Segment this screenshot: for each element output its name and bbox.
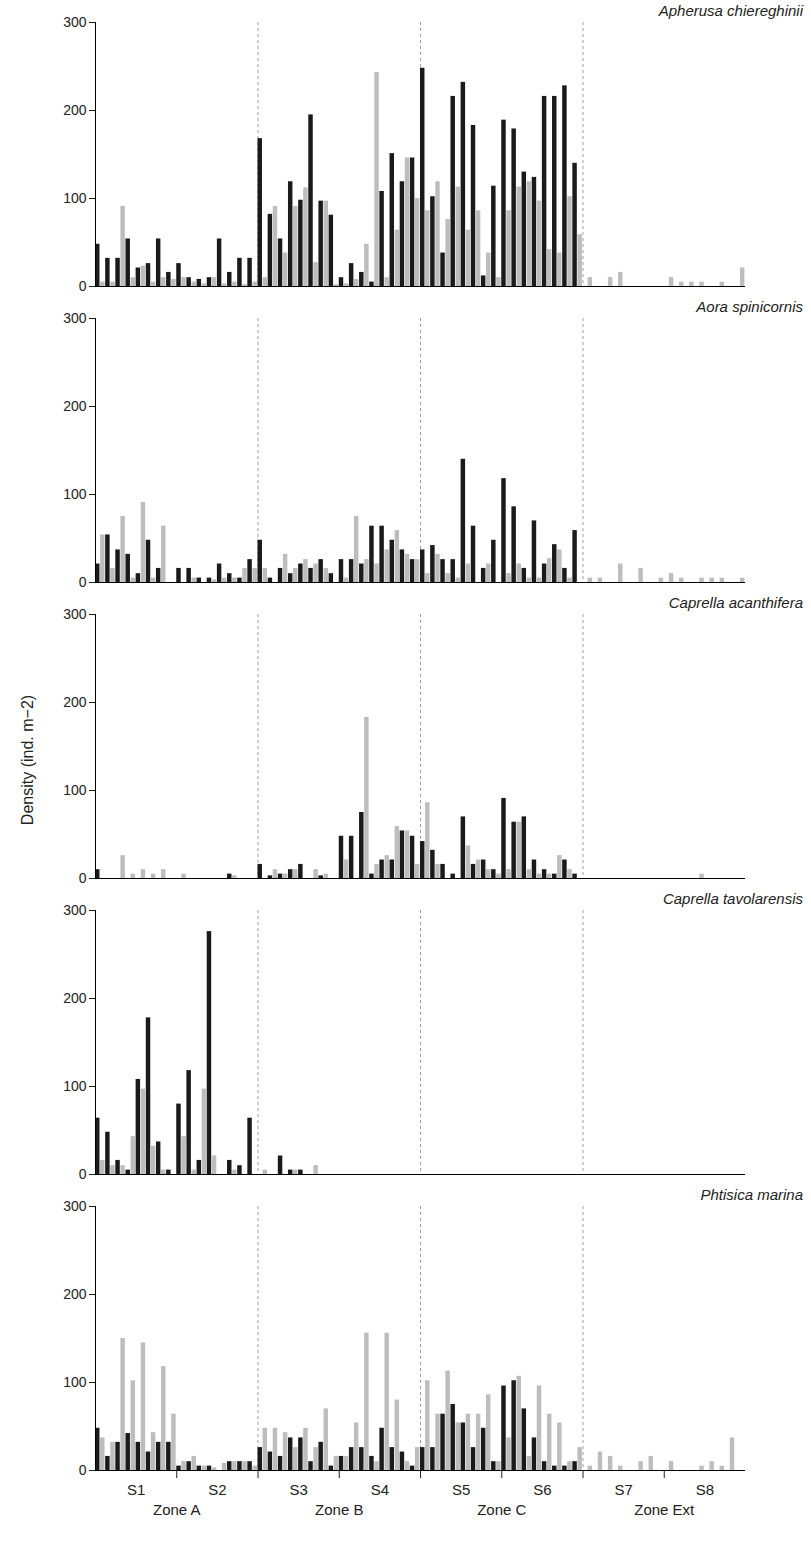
svg-text:200: 200 [63, 694, 87, 710]
svg-text:S8: S8 [696, 1481, 714, 1498]
svg-text:Zone B: Zone B [315, 1501, 363, 1518]
svg-text:100: 100 [63, 1078, 87, 1094]
svg-text:0: 0 [79, 1462, 87, 1478]
svg-text:100: 100 [63, 782, 87, 798]
svg-text:Zone C: Zone C [477, 1501, 526, 1518]
svg-text:300: 300 [63, 14, 87, 30]
svg-text:S7: S7 [614, 1481, 632, 1498]
svg-text:S2: S2 [208, 1481, 226, 1498]
html-text:Phtisica marina: Phtisica marina [700, 1186, 803, 1203]
svg-text:100: 100 [63, 486, 87, 502]
svg-text:S1: S1 [127, 1481, 145, 1498]
svg-text:S6: S6 [533, 1481, 551, 1498]
svg-text:300: 300 [63, 902, 87, 918]
html-text:Aora spinicornis: Aora spinicornis [696, 298, 803, 315]
svg-text:200: 200 [63, 1286, 87, 1302]
svg-text:0: 0 [79, 278, 87, 294]
svg-text:200: 200 [63, 990, 87, 1006]
svg-text:S4: S4 [371, 1481, 389, 1498]
svg-text:0: 0 [79, 574, 87, 590]
html-text:Density (ind. m−2): Density (ind. m−2) [19, 694, 36, 826]
svg-text:Zone A: Zone A [153, 1501, 201, 1518]
svg-text:100: 100 [63, 190, 87, 206]
html-text:Apherusa chiereghinii: Apherusa chiereghinii [658, 2, 803, 19]
svg-text:0: 0 [79, 1166, 87, 1182]
svg-text:300: 300 [63, 1198, 87, 1214]
svg-text:300: 300 [63, 606, 87, 622]
svg-text:200: 200 [63, 398, 87, 414]
svg-text:Zone Ext: Zone Ext [634, 1501, 695, 1518]
svg-text:0: 0 [79, 870, 87, 886]
svg-text:S5: S5 [452, 1481, 470, 1498]
svg-text:200: 200 [63, 102, 87, 118]
svg-text:100: 100 [63, 1374, 87, 1390]
html-text:Caprella tavolarensis: Caprella tavolarensis [662, 890, 803, 907]
svg-text:300: 300 [63, 310, 87, 326]
svg-text:S3: S3 [289, 1481, 307, 1498]
html-text:Caprella acanthifera: Caprella acanthifera [668, 594, 803, 611]
